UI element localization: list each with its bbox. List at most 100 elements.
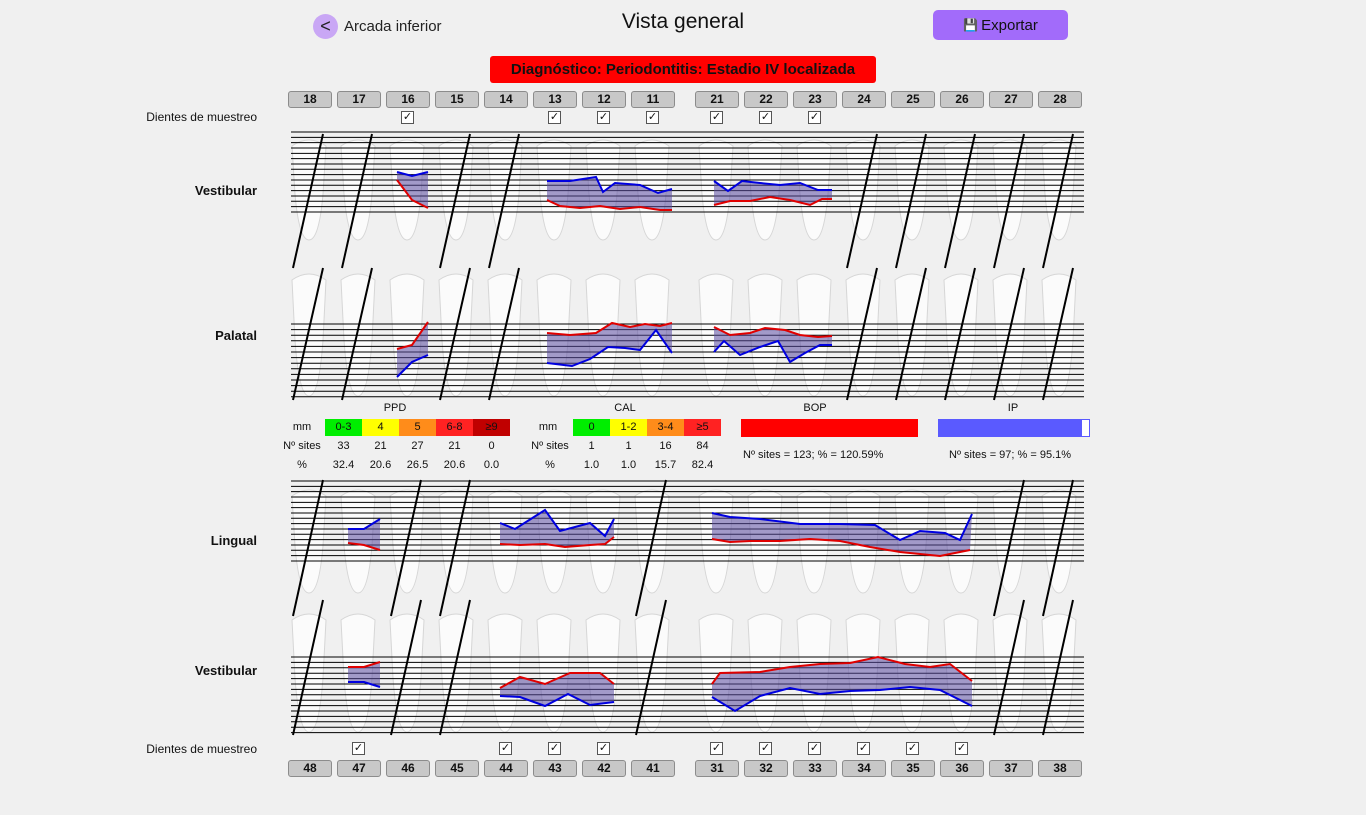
tooth-button-31[interactable]: 31	[695, 760, 739, 777]
tooth-button-26[interactable]: 26	[940, 91, 984, 108]
upper-vest-tooth-25	[894, 139, 930, 241]
missing-marker-25	[895, 133, 927, 269]
li-47-area	[348, 519, 380, 550]
upper-vest-tooth-28	[1041, 139, 1077, 241]
missing-marker-46	[390, 479, 422, 617]
sample-checkbox-42[interactable]: ✓	[597, 742, 610, 755]
sample-checkbox-36[interactable]: ✓	[955, 742, 968, 755]
page-title: Vista general	[621, 10, 745, 33]
tooth-button-23[interactable]: 23	[793, 91, 837, 108]
tooth-button-38[interactable]: 38	[1038, 760, 1082, 777]
missing-marker-vest-46	[390, 599, 422, 736]
back-button[interactable]: < Arcada inferior	[313, 13, 442, 39]
tooth-button-47[interactable]: 47	[337, 760, 381, 777]
uv-13-11-attachment-line	[547, 175, 673, 195]
sample-checkbox-33[interactable]: ✓	[808, 742, 821, 755]
tooth-button-14[interactable]: 14	[484, 91, 528, 108]
row-label-palatal: Palatal	[215, 328, 257, 343]
tooth-button-27[interactable]: 27	[989, 91, 1033, 108]
cal-sites-1: 1	[625, 440, 632, 452]
li-47-attachment-line	[348, 518, 381, 530]
tooth-button-11[interactable]: 11	[631, 91, 675, 108]
uv-21-23-area	[714, 181, 832, 205]
tooth-button-42[interactable]: 42	[582, 760, 626, 777]
missing-marker-palatal-14	[488, 267, 520, 401]
tooth-button-28[interactable]: 28	[1038, 91, 1082, 108]
lv-47-gingival-line	[348, 661, 381, 668]
upper-vest-tooth-18	[291, 139, 327, 241]
li-44-42-attachment-line	[499, 508, 615, 538]
sample-checkbox-21[interactable]: ✓	[710, 111, 723, 124]
ppd-unit: mm	[292, 421, 312, 433]
missing-marker-45	[439, 479, 471, 617]
sample-checkbox-35[interactable]: ✓	[906, 742, 919, 755]
lv-31-36-gingival-line	[711, 655, 973, 685]
sample-checkbox-44[interactable]: ✓	[499, 742, 512, 755]
tooth-button-36[interactable]: 36	[940, 760, 984, 777]
cal-pct-3: 82.4	[691, 459, 714, 471]
sample-checkbox-43[interactable]: ✓	[548, 742, 561, 755]
pal-16-attachment-line	[396, 354, 429, 378]
uv-16-area	[397, 172, 428, 208]
cal-pct-2: 15.7	[654, 459, 677, 471]
tooth-button-34[interactable]: 34	[842, 760, 886, 777]
sample-checkbox-13[interactable]: ✓	[548, 111, 561, 124]
sample-checkbox-23[interactable]: ✓	[808, 111, 821, 124]
tooth-button-48[interactable]: 48	[288, 760, 332, 777]
tooth-button-18[interactable]: 18	[288, 91, 332, 108]
export-button-label: Exportar	[981, 16, 1038, 34]
sample-checkbox-11[interactable]: ✓	[646, 111, 659, 124]
lv-44-42-attachment-line	[499, 692, 615, 708]
tooth-button-37[interactable]: 37	[989, 760, 1033, 777]
upper-vest-tooth-17	[340, 139, 376, 241]
sample-checkbox-12[interactable]: ✓	[597, 111, 610, 124]
tooth-button-32[interactable]: 32	[744, 760, 788, 777]
sample-checkbox-34[interactable]: ✓	[857, 742, 870, 755]
pal-13-11-attachment-line	[546, 328, 673, 368]
missing-marker-vest-41	[635, 599, 667, 736]
tooth-button-13[interactable]: 13	[533, 91, 577, 108]
pal-16-gingival-line	[396, 321, 429, 350]
tooth-button-24[interactable]: 24	[842, 91, 886, 108]
tooth-button-33[interactable]: 33	[793, 760, 837, 777]
missing-marker-palatal-17	[341, 267, 373, 401]
sample-checkbox-22[interactable]: ✓	[759, 111, 772, 124]
sample-checkbox-16[interactable]: ✓	[401, 111, 414, 124]
ppd-pct-0: 32.4	[332, 459, 355, 471]
lv-47-area	[348, 662, 380, 687]
tooth-button-21[interactable]: 21	[695, 91, 739, 108]
export-button[interactable]: 💾 Exportar	[933, 10, 1068, 40]
chevron-left-icon: <	[313, 13, 338, 39]
diagnosis-banner: Diagnóstico: Periodontitis: Estadio IV l…	[490, 56, 876, 83]
tooth-button-15[interactable]: 15	[435, 91, 479, 108]
upper-vest-tooth-15	[438, 139, 474, 241]
uv-21-23-attachment-line	[713, 179, 832, 193]
uv-13-11-area	[547, 177, 672, 210]
tooth-button-45[interactable]: 45	[435, 760, 479, 777]
missing-marker-palatal-25	[895, 267, 927, 401]
pal-21-23-gingival-line	[713, 326, 833, 339]
tooth-button-25[interactable]: 25	[891, 91, 935, 108]
uv-21-23-gingival-line	[713, 195, 832, 207]
tooth-button-12[interactable]: 12	[582, 91, 626, 108]
tooth-button-16[interactable]: 16	[386, 91, 430, 108]
sample-checkbox-47[interactable]: ✓	[352, 742, 365, 755]
tooth-button-41[interactable]: 41	[631, 760, 675, 777]
tooth-button-22[interactable]: 22	[744, 91, 788, 108]
tooth-button-44[interactable]: 44	[484, 760, 528, 777]
cal-pct-label: %	[545, 459, 555, 471]
tooth-button-17[interactable]: 17	[337, 91, 381, 108]
lv-31-36-area	[712, 657, 972, 711]
lv-44-42-area	[500, 673, 614, 706]
missing-marker-vest-48	[292, 599, 324, 736]
tooth-button-43[interactable]: 43	[533, 760, 577, 777]
missing-marker-28	[1042, 133, 1074, 269]
missing-marker-18	[292, 133, 324, 269]
missing-marker-41	[635, 479, 667, 617]
ip-bar	[938, 419, 1090, 437]
tooth-button-46[interactable]: 46	[386, 760, 430, 777]
sample-checkbox-31[interactable]: ✓	[710, 742, 723, 755]
sample-checkbox-32[interactable]: ✓	[759, 742, 772, 755]
tooth-button-35[interactable]: 35	[891, 760, 935, 777]
pal-13-11-area	[547, 323, 672, 366]
